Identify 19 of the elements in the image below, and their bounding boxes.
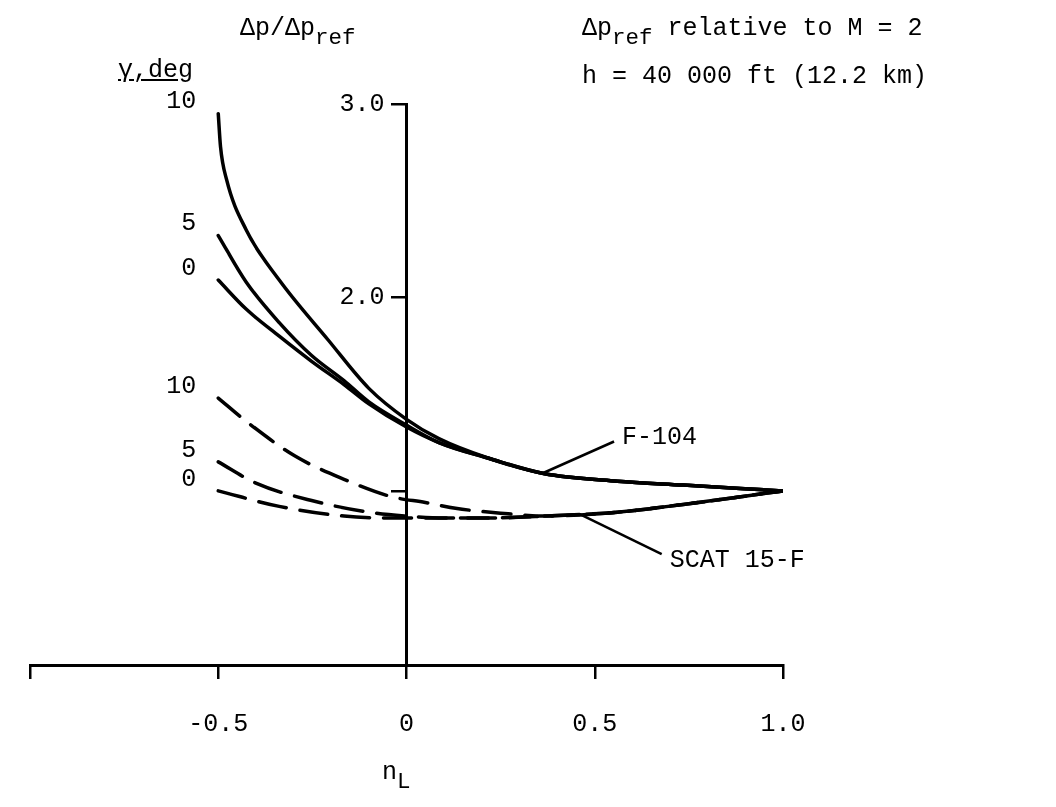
text: h = 40 000 ft (12.2 km) [582, 62, 928, 91]
y-axis-title: Δp/Δp$_{ref}$ [240, 14, 356, 51]
series-label: 10 [166, 87, 197, 117]
x-axis-title: n$_{L}$ [382, 758, 411, 795]
series-label: 5 [181, 209, 197, 239]
series-label: 0 [181, 253, 197, 283]
annotation: SCAT 15-F [669, 545, 805, 575]
x-tick-label: -0.5 [188, 709, 249, 739]
text: Δp$_{ref}$ relative to M = 2 [582, 14, 923, 51]
series-label: 0 [181, 464, 197, 494]
y-tick-label: 3.0 [339, 89, 385, 119]
series-label: 5 [181, 435, 197, 465]
series-label: 10 [166, 371, 197, 401]
x-tick-label: 0.5 [572, 709, 618, 739]
y-tick-label: 2.0 [339, 283, 385, 313]
x-tick-label: 1.0 [760, 709, 806, 739]
legend-title: γ,deg [118, 56, 194, 85]
x-tick-label: 0 [398, 709, 415, 739]
annotation: F-104 [622, 423, 698, 453]
